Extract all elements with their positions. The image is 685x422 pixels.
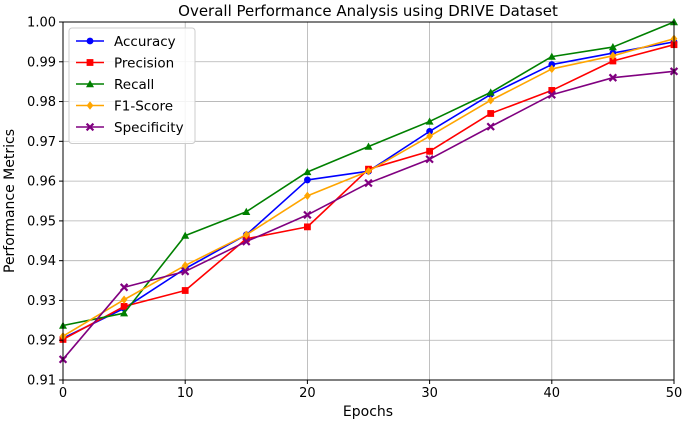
- recall-point: [120, 309, 129, 317]
- legend-swatch-marker: [86, 101, 94, 110]
- x-tick-label: 30: [421, 386, 438, 401]
- x-tick-label: 20: [299, 386, 316, 401]
- y-tick-label: 0.93: [27, 294, 56, 309]
- y-tick-label: 0.94: [27, 254, 56, 269]
- ticks: 0 10 20 30 40 50 0.91 0.92 0.93 0.94 0.95 0.96 0.97 0…: [27, 16, 682, 402]
- legend-item-accuracy: Accuracy: [76, 34, 176, 50]
- precision-point: [426, 147, 433, 155]
- f1-score-point: [548, 64, 556, 74]
- specificity-point: [547, 90, 556, 99]
- recall-point: [425, 117, 434, 125]
- legend-item-recall: Recall: [76, 77, 154, 93]
- precision-point: [548, 87, 556, 94]
- y-tick-label: 0.96: [27, 175, 56, 190]
- precision-point: [609, 57, 617, 65]
- y-tick-label: 0.95: [27, 214, 56, 229]
- legend-label: Recall: [114, 77, 154, 93]
- y-tick-label: 0.92: [27, 334, 56, 349]
- plot-frame: [62, 21, 675, 381]
- specificity-point: [181, 267, 190, 276]
- legend-item-precision: Precision: [76, 56, 174, 72]
- f1-score-point: [426, 131, 433, 141]
- precision-point: [487, 110, 495, 117]
- legend-swatch-marker: [86, 80, 94, 88]
- f1-score-point: [365, 166, 372, 176]
- y-tick-label: 0.98: [27, 95, 56, 110]
- recall-point: [303, 167, 312, 176]
- x-tick-label: 0: [59, 386, 67, 401]
- legend-label: Accuracy: [114, 34, 176, 50]
- f1-score-point: [120, 295, 128, 304]
- legend-swatch-marker: [85, 122, 95, 132]
- specificity-point: [242, 237, 251, 246]
- specificity-point: [486, 122, 495, 131]
- specificity-point: [608, 73, 618, 82]
- legend-label: Specificity: [114, 120, 184, 136]
- precision-point: [120, 303, 128, 310]
- legend-label: Precision: [114, 56, 174, 72]
- y-tick-label: 0.97: [27, 135, 56, 150]
- x-tick-label: 40: [544, 386, 561, 401]
- legend-item-f1-score: F1-Score: [76, 99, 173, 115]
- y-tick-label: 0.99: [27, 55, 56, 70]
- chart-title: Overall Performance Analysis using DRIVE…: [178, 2, 558, 20]
- f1-score-point: [487, 96, 495, 105]
- series-layer: [58, 18, 679, 364]
- specificity-point: [119, 283, 129, 292]
- y-tick-label: 1.00: [27, 16, 56, 31]
- legend: Accuracy Precision Recall F1-Score Specifici…: [68, 27, 196, 144]
- legend-label: F1-Score: [114, 99, 173, 115]
- f1-score-point: [609, 51, 617, 61]
- precision-point: [304, 223, 311, 231]
- recall-point: [364, 142, 373, 150]
- accuracy-point: [426, 127, 433, 135]
- recall-point: [547, 52, 556, 60]
- legend-swatch-marker: [86, 59, 94, 66]
- specificity-point: [425, 155, 434, 164]
- x-tick-label: 50: [666, 386, 683, 401]
- series-specificity: [58, 67, 679, 364]
- accuracy-point: [304, 176, 311, 184]
- specificity-point: [303, 210, 312, 220]
- recall-point: [242, 207, 251, 215]
- f1-score-point: [181, 261, 189, 270]
- y-axis-label: Performance Metrics: [2, 129, 18, 273]
- y-tick-label: 0.91: [27, 374, 56, 389]
- recall-point: [608, 43, 617, 51]
- legend-item-specificity: Specificity: [76, 120, 184, 136]
- precision-point: [181, 287, 189, 294]
- x-tick-label: 10: [177, 386, 194, 401]
- specificity-point: [364, 178, 373, 188]
- accuracy-point: [548, 61, 556, 68]
- x-axis-label: Epochs: [343, 404, 393, 420]
- legend-box: [68, 27, 196, 144]
- recall-point: [486, 88, 495, 96]
- f1-score-point: [304, 191, 311, 201]
- recall-point: [181, 231, 190, 239]
- f1-score-point: [242, 230, 250, 240]
- legend-swatch-marker: [86, 37, 94, 45]
